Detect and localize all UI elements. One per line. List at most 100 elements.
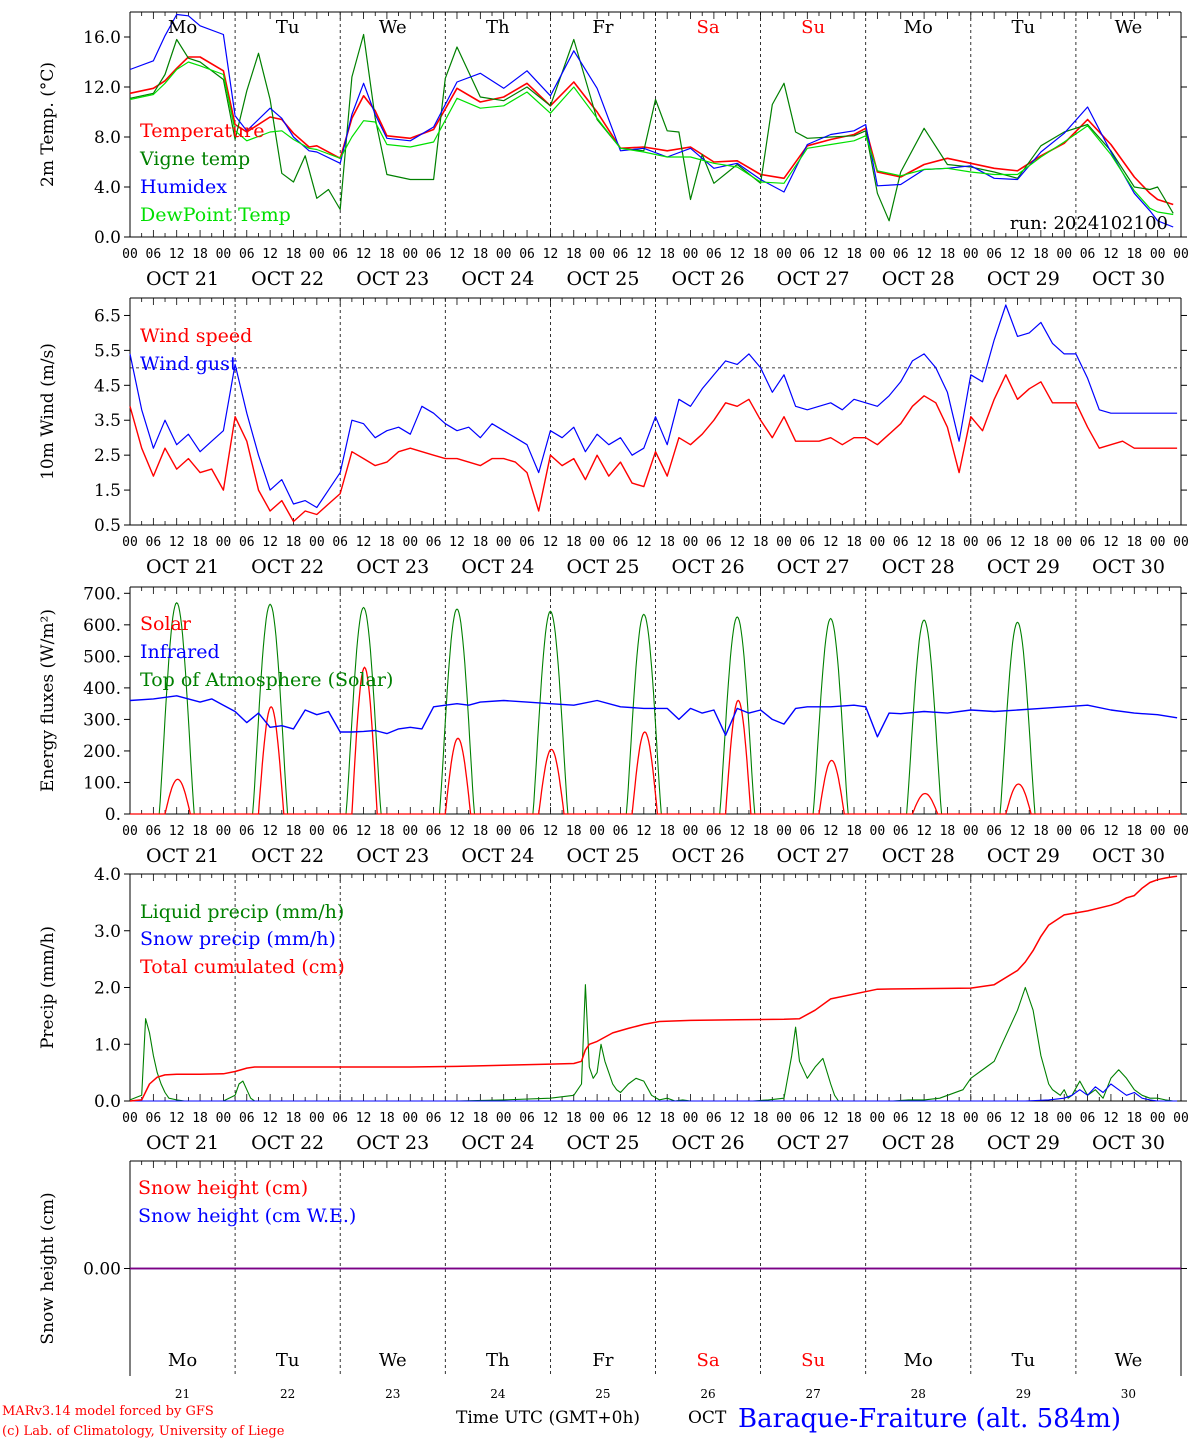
hour-tick-label: 18 — [286, 1111, 302, 1126]
hour-tick-label: 06 — [986, 535, 1002, 550]
y-axis-title: Energy fluxes (W/m²) — [38, 609, 58, 792]
date-label: OCT 26 — [672, 1132, 745, 1154]
y-tick-label: 0.5 — [94, 516, 121, 536]
hour-tick-label: 00 — [589, 824, 605, 839]
hour-tick-label: 00 — [122, 1111, 138, 1126]
hour-tick-label: 00 — [963, 824, 979, 839]
date-label: OCT 28 — [882, 1132, 955, 1154]
hour-tick-label: 12 — [169, 824, 185, 839]
date-label: OCT 24 — [461, 845, 534, 867]
hour-tick-label: 18 — [846, 1111, 862, 1126]
hour-tick-label: 06 — [519, 824, 535, 839]
legend-entry: Vigne temp — [139, 148, 250, 170]
hour-tick-label: 00 — [309, 247, 325, 262]
hour-tick-label: 00 — [1173, 824, 1189, 839]
hour-tick-label: 12 — [1010, 535, 1026, 550]
legend-entry: Humidex — [140, 176, 227, 198]
weekday-label-bottom: Tu — [276, 1350, 300, 1371]
date-label: OCT 30 — [1092, 556, 1165, 578]
hour-tick-label: 12 — [262, 535, 278, 550]
legend-entry: Solar — [140, 613, 192, 635]
series-line-total-cumulated-cm- — [129, 875, 1178, 1102]
hour-tick-label: 00 — [589, 535, 605, 550]
hour-tick-label: 18 — [846, 824, 862, 839]
hour-tick-label: 06 — [986, 824, 1002, 839]
hour-tick-label: 00 — [216, 535, 232, 550]
station-title: Baraque-Fraiture (alt. 584m) — [738, 1404, 1121, 1434]
hour-tick-label: 06 — [426, 824, 442, 839]
y-tick-label: 600. — [83, 616, 121, 636]
date-label: OCT 27 — [777, 845, 850, 867]
date-label: OCT 27 — [777, 268, 850, 290]
date-label: OCT 21 — [146, 556, 219, 578]
hour-tick-label: 12 — [169, 247, 185, 262]
hour-tick-label: 12 — [1103, 824, 1119, 839]
weekday-label: Fr — [592, 17, 613, 38]
date-label: OCT 29 — [987, 1132, 1060, 1154]
weekday-label-bottom: We — [379, 1350, 407, 1371]
chart-panels: 0.0 4.0 8.0 12.0 16.0 2m Temp. (°C) Temperatur… — [38, 11, 1189, 1401]
date-label: OCT 29 — [987, 556, 1060, 578]
y-axis-title: Precip (mm/h) — [38, 926, 58, 1049]
date-label: OCT 30 — [1092, 845, 1165, 867]
hour-tick-label: 00 — [963, 535, 979, 550]
date-label: OCT 25 — [566, 845, 639, 867]
hour-tick-label: 06 — [613, 1111, 629, 1126]
hour-tick-label: 18 — [1126, 535, 1142, 550]
weekday-label-bottom: Fr — [592, 1350, 613, 1371]
y-axis-title: 2m Temp. (°C) — [38, 62, 58, 187]
hour-tick-label: 06 — [426, 1111, 442, 1126]
series-line-wind-speed — [129, 374, 1178, 523]
weekday-label-bottom: Tu — [1012, 1350, 1036, 1371]
series-line-solar — [130, 666, 1181, 815]
date-label: OCT 29 — [987, 268, 1060, 290]
hour-tick-label: 12 — [1010, 1111, 1026, 1126]
date-label: OCT 25 — [566, 268, 639, 290]
series-line-humidex — [129, 13, 1174, 228]
date-label: OCT 22 — [251, 556, 324, 578]
y-tick-label: 500. — [83, 647, 121, 667]
weekday-label-bottom: Th — [486, 1350, 510, 1371]
hour-tick-label: 18 — [473, 535, 489, 550]
hour-tick-label: 00 — [402, 824, 418, 839]
y-tick-label: 0.0 — [94, 228, 121, 248]
hour-tick-label: 06 — [706, 1111, 722, 1126]
weekday-label: We — [379, 17, 407, 38]
weekday-label-bottom: Mo — [168, 1350, 197, 1371]
hour-tick-label: 06 — [426, 535, 442, 550]
hour-tick-label: 00 — [1056, 247, 1072, 262]
y-tick-label: 0.00 — [83, 1260, 121, 1280]
hour-tick-label: 00 — [496, 535, 512, 550]
weekday-label: Sa — [697, 17, 720, 38]
weekday-label-bottom: Mo — [904, 1350, 933, 1371]
panel-wind: 0.5 1.5 2.5 3.5 4.5 5.5 6.5 10m Wind (m/s) Wind … — [38, 297, 1189, 578]
day-number-label: 28 — [911, 1387, 926, 1401]
hour-tick-label: 18 — [192, 535, 208, 550]
hour-tick-label: 00 — [589, 247, 605, 262]
hour-tick-label: 00 — [216, 1111, 232, 1126]
hour-tick-label: 00 — [683, 824, 699, 839]
hour-tick-label: 18 — [286, 247, 302, 262]
hour-tick-label: 00 — [122, 824, 138, 839]
hour-tick-label: 00 — [216, 247, 232, 262]
day-number-label: 25 — [595, 1387, 610, 1401]
y-axis-title: Snow height (cm) — [38, 1192, 58, 1344]
hour-tick-label: 18 — [379, 1111, 395, 1126]
hour-tick-label: 00 — [776, 824, 792, 839]
hour-tick-label: 18 — [1033, 824, 1049, 839]
hour-tick-label: 12 — [823, 1111, 839, 1126]
date-label: OCT 22 — [251, 845, 324, 867]
hour-tick-label: 00 — [776, 247, 792, 262]
hour-tick-label: 00 — [496, 824, 512, 839]
hour-tick-label: 06 — [799, 1111, 815, 1126]
date-label: OCT 23 — [356, 1132, 429, 1154]
date-label: OCT 25 — [566, 1132, 639, 1154]
day-number-label: 23 — [385, 1387, 400, 1401]
hour-tick-label: 18 — [379, 535, 395, 550]
hour-tick-label: 18 — [473, 247, 489, 262]
hour-tick-label: 12 — [729, 247, 745, 262]
hour-tick-label: 06 — [893, 535, 909, 550]
date-label: OCT 28 — [882, 268, 955, 290]
hour-tick-label: 06 — [146, 247, 162, 262]
hour-tick-label: 12 — [1103, 535, 1119, 550]
